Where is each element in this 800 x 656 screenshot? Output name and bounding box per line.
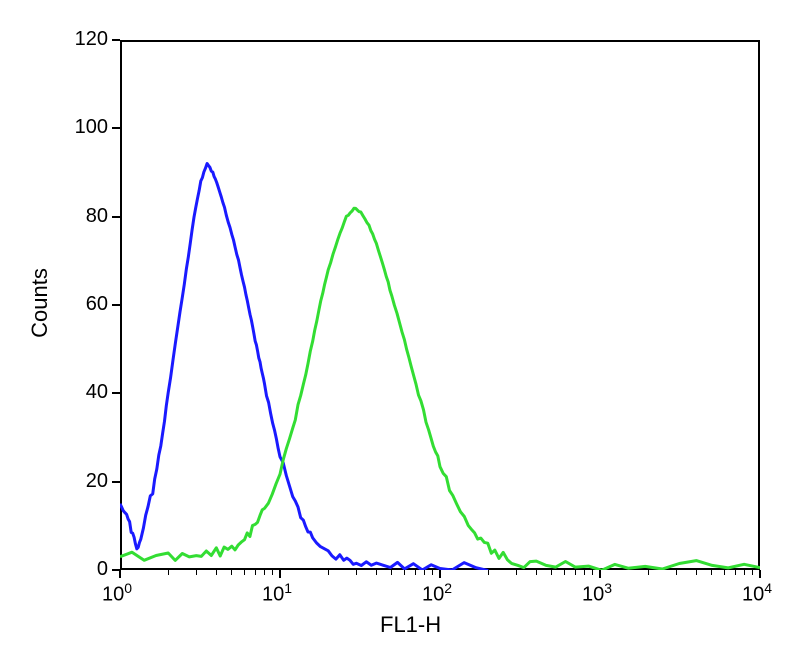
histogram-curves: [0, 0, 800, 656]
series-sample: [120, 208, 760, 570]
flow-cytometry-histogram: Counts FL1-H 020406080100120100101102103…: [0, 0, 800, 656]
series-control: [120, 164, 488, 571]
